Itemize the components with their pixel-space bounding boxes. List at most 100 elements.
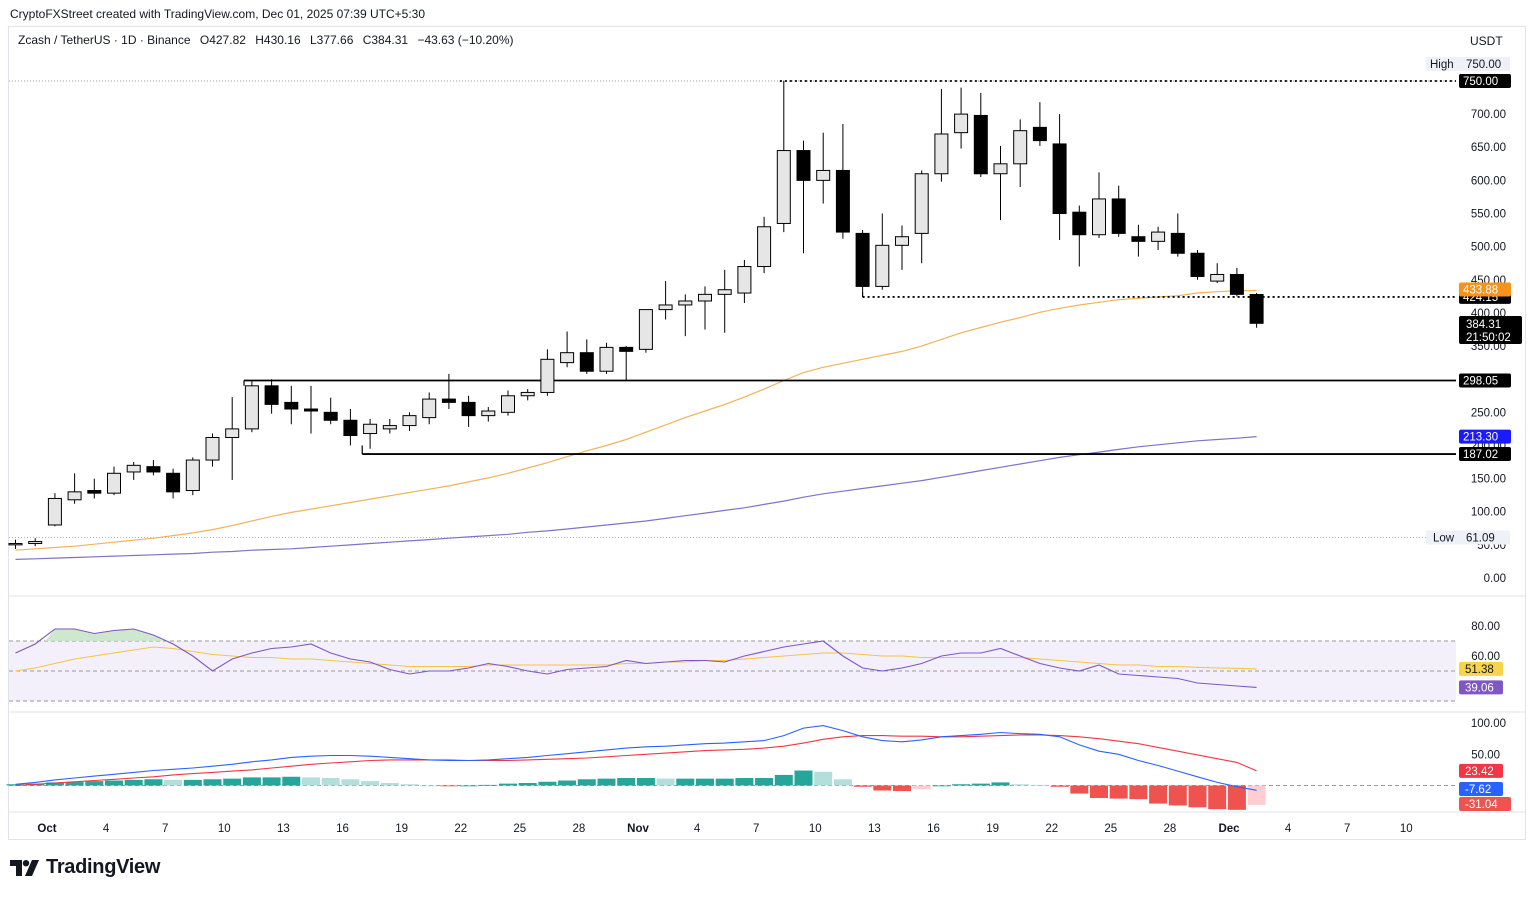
candle-body — [678, 300, 693, 306]
candle-body — [954, 113, 969, 134]
macd-line — [15, 725, 1257, 791]
candle — [737, 259, 752, 303]
ema50-price-label-text: 433.88 — [1463, 284, 1498, 296]
candle — [87, 478, 102, 499]
price-tick-label: 700.00 — [1471, 109, 1506, 121]
symbol-name[interactable]: Zcash / TetherUS · 1D · Binance — [18, 33, 191, 47]
candle — [146, 460, 161, 476]
time-tick-label: 10 — [1400, 823, 1413, 835]
macd-histogram-bar — [420, 785, 439, 787]
candle-body — [343, 419, 358, 437]
candle-body — [47, 497, 62, 526]
macd-histogram-bar — [499, 783, 517, 786]
time-tick-label: Dec — [1218, 823, 1240, 835]
currency-label[interactable]: USDT — [1470, 34, 1503, 48]
candle — [1072, 205, 1087, 267]
candle — [776, 80, 791, 233]
candle — [816, 132, 831, 204]
ema50-line — [15, 289, 1257, 551]
candle — [698, 286, 712, 330]
high-label-bg — [1426, 56, 1510, 71]
candle — [501, 390, 515, 416]
candle-body — [737, 266, 752, 294]
axes: 0.0050.00100.00150.00200.00250.00300.003… — [9, 56, 1525, 835]
symbol-legend[interactable]: Zcash / TetherUS · 1D · Binance O427.82 … — [18, 33, 520, 47]
macd-histogram-bar — [893, 785, 911, 792]
price-tick-label: 0.00 — [1484, 573, 1506, 585]
candle — [796, 140, 811, 254]
ema200-line — [15, 436, 1257, 560]
macd-label-text: -7.62 — [1465, 784, 1491, 796]
candle — [225, 397, 240, 480]
macd-histogram-bar — [361, 781, 380, 786]
candle — [422, 392, 437, 425]
time-tick-label: Oct — [37, 823, 56, 835]
candle-body — [501, 395, 515, 413]
ohlc-low: L377.66 — [309, 33, 354, 47]
candle — [166, 468, 181, 499]
candle-body — [1151, 231, 1166, 242]
ohlc-high: H430.16 — [255, 33, 301, 47]
candle-body — [1032, 126, 1047, 142]
candle-body — [1013, 130, 1028, 165]
candle-body — [244, 385, 259, 430]
candle-body — [481, 410, 496, 417]
macd-pane[interactable] — [6, 725, 1457, 810]
macd-signal-price-label: 23.42 — [1459, 763, 1503, 778]
candle-body — [363, 423, 378, 435]
candle — [1190, 249, 1205, 280]
macd-histogram-bar — [518, 783, 537, 786]
ema50-price-label-bg — [1459, 282, 1511, 297]
time-tick-label: 16 — [927, 823, 940, 835]
rsi-label-bg — [1459, 680, 1503, 695]
macd-histogram-bar — [971, 783, 990, 786]
macd-histogram-bar — [1070, 785, 1089, 794]
candle — [973, 92, 988, 178]
time-tick-label: 7 — [1344, 823, 1350, 835]
last-price-value: 384.31 — [1466, 319, 1501, 331]
ema200-price-label-text: 213.30 — [1463, 432, 1498, 444]
macd-histogram-bar — [203, 779, 222, 786]
candle-body — [757, 226, 772, 268]
macd-histogram-bar — [105, 780, 123, 786]
macd-histogram-bar — [774, 774, 793, 786]
candle — [1249, 292, 1264, 328]
time-tick-label: 4 — [1285, 823, 1292, 835]
tradingview-logo[interactable]: TradingView — [10, 856, 160, 879]
macd-histogram-bar — [1208, 785, 1227, 810]
macd-signal-line — [15, 734, 1257, 787]
macd-histogram-bar — [656, 778, 675, 786]
price-tick-label: 150.00 — [1471, 474, 1506, 486]
macd-histogram-bar — [45, 782, 64, 786]
candle-body — [855, 232, 870, 287]
candle-body — [382, 425, 397, 430]
macd-histogram-bar — [223, 778, 242, 786]
macd-histogram-bar — [459, 785, 478, 787]
macd-histogram-bar — [321, 778, 340, 786]
macd-histogram-bar — [1149, 785, 1168, 804]
candle-body — [67, 491, 82, 501]
candle-body — [422, 398, 437, 419]
candle-body — [28, 541, 43, 545]
candle-body — [146, 466, 161, 473]
macd-histogram-bar — [282, 776, 301, 786]
candle-body — [87, 490, 102, 494]
macd-label-bg — [1459, 782, 1503, 796]
macd-histogram-bar — [124, 779, 143, 786]
candle — [914, 170, 929, 264]
rsi-pane[interactable] — [9, 628, 1456, 702]
time-tick-label: 7 — [162, 823, 168, 835]
candle — [1052, 114, 1067, 241]
macd-histogram-bar — [833, 779, 852, 786]
time-tick-label: 10 — [218, 823, 231, 835]
candle-body — [205, 437, 220, 461]
main-pane[interactable] — [8, 80, 1456, 560]
candle — [658, 281, 673, 320]
candle — [47, 493, 62, 527]
time-tick-label: 16 — [336, 823, 349, 835]
candle-body — [1111, 198, 1126, 234]
candle-body — [895, 236, 909, 246]
level-price-label-bg — [1459, 447, 1511, 462]
